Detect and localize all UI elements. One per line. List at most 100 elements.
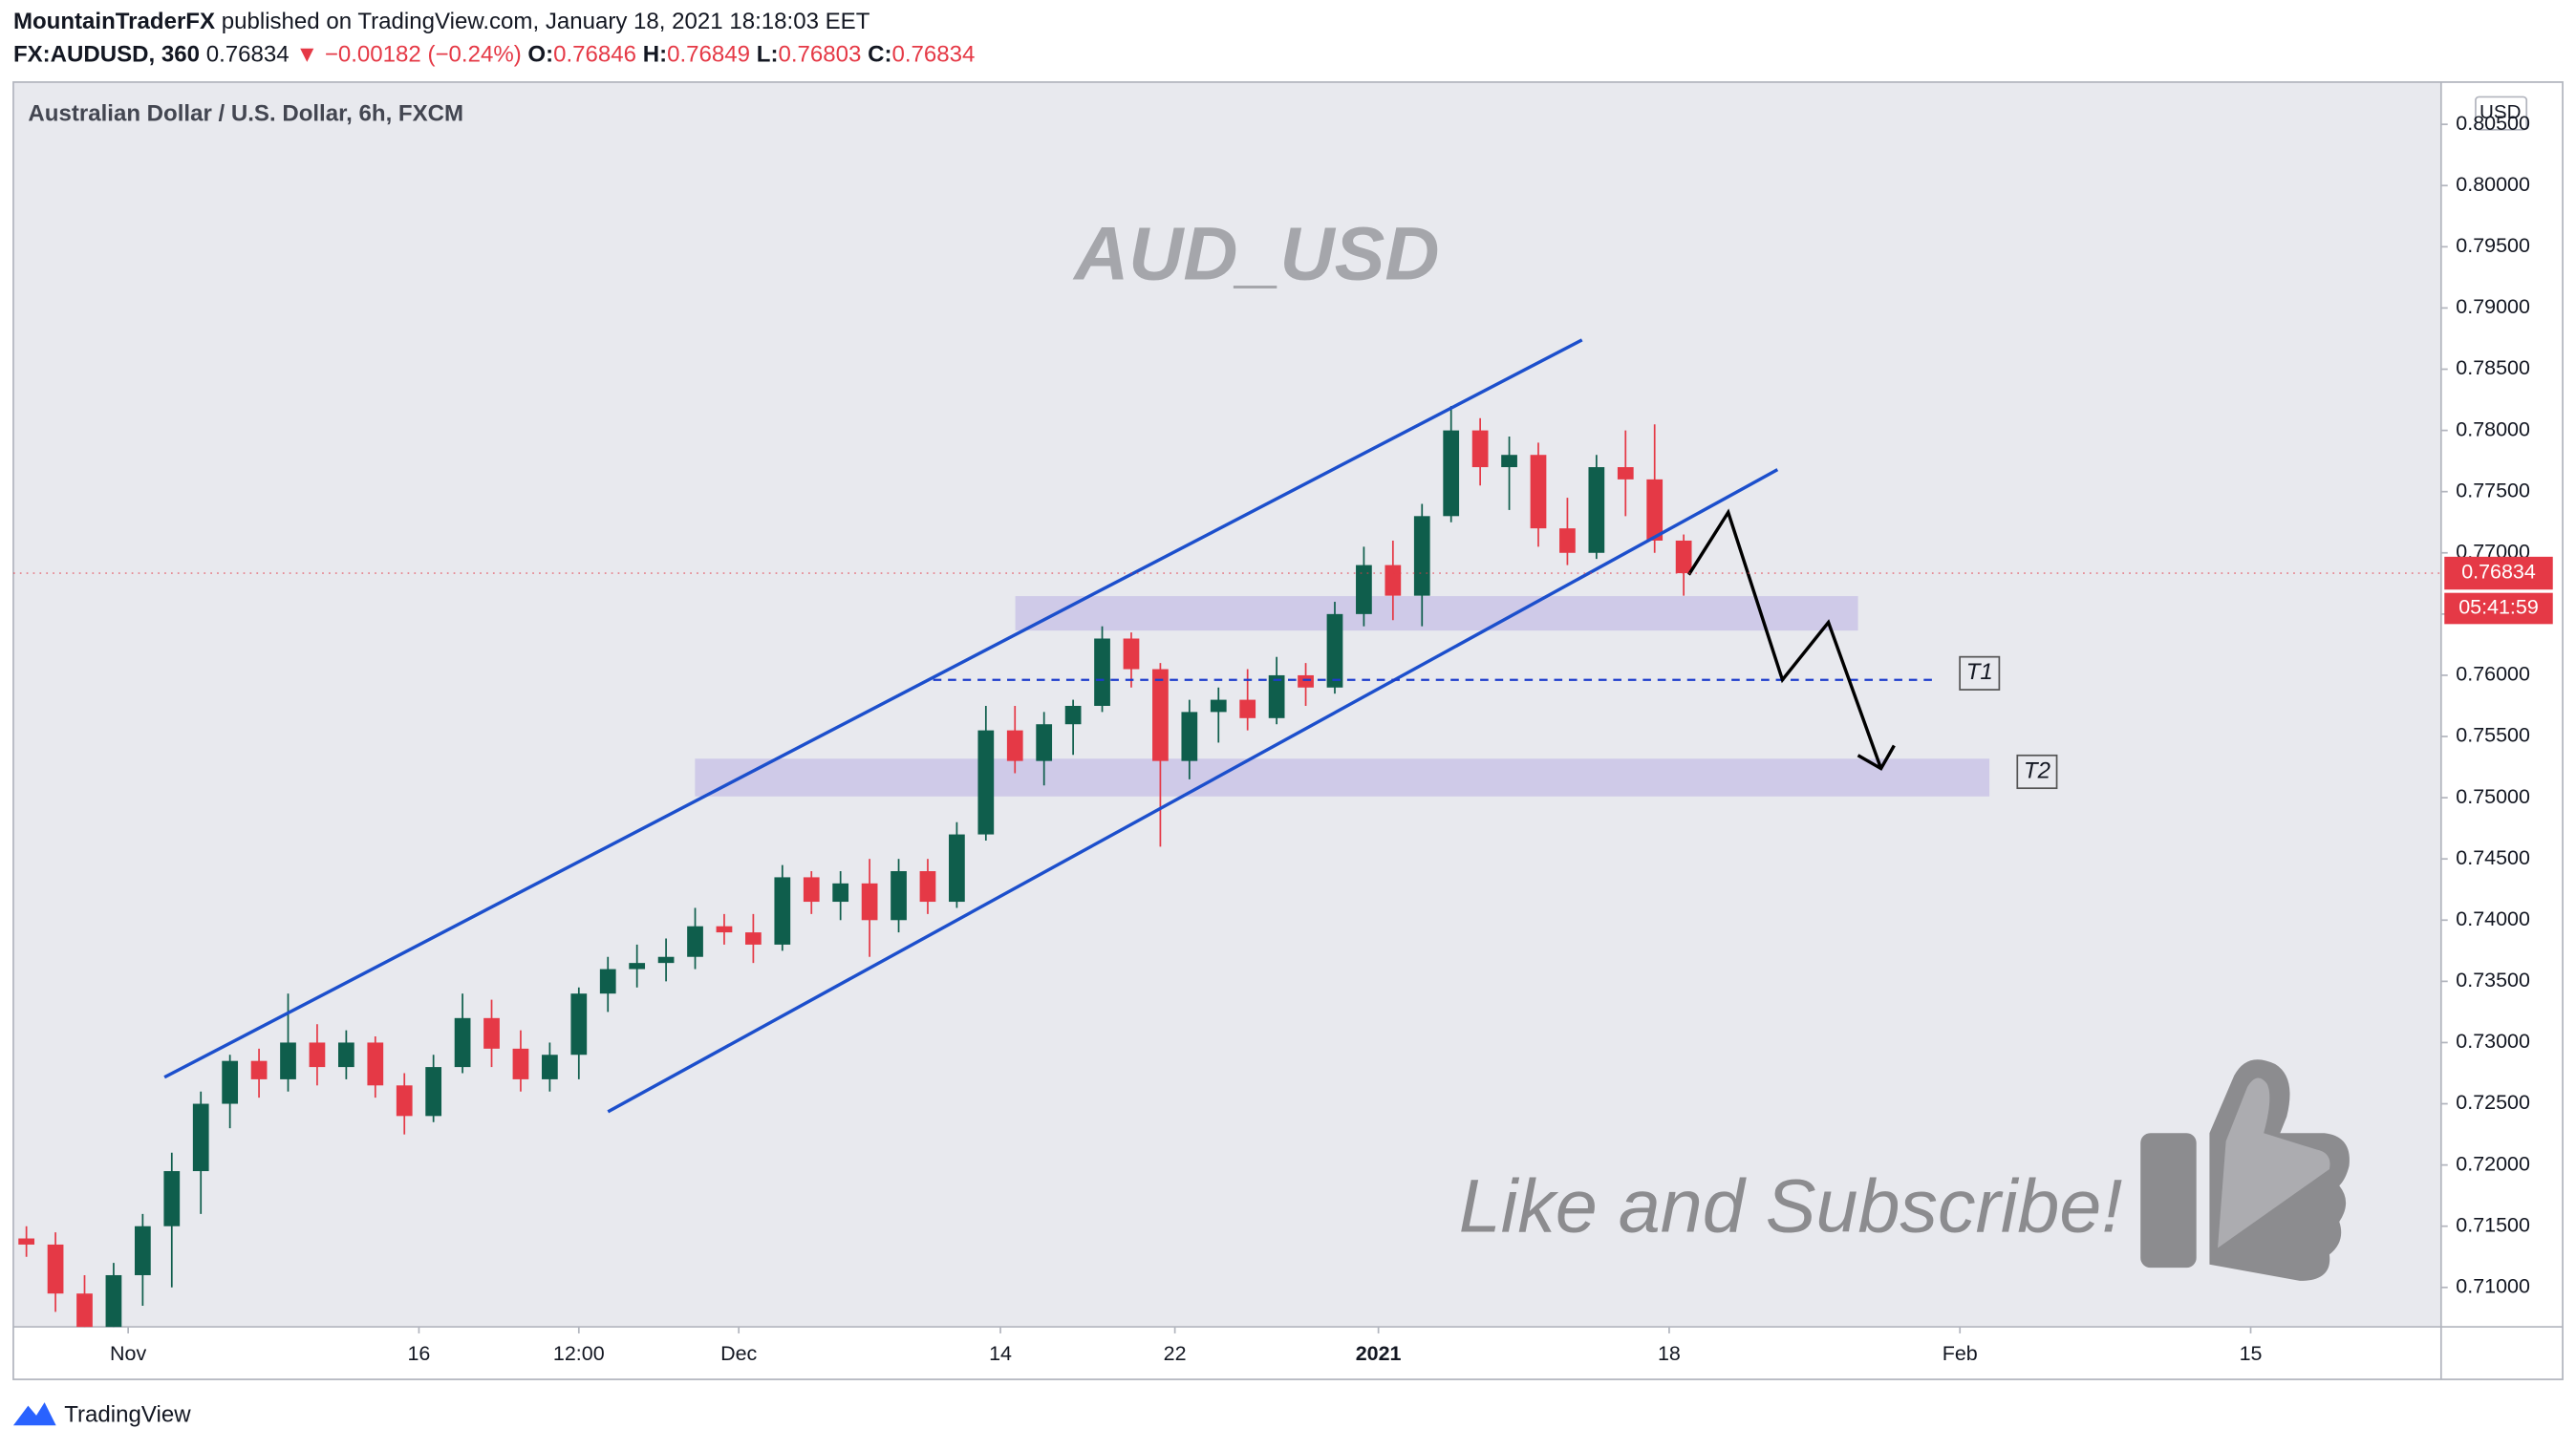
candle-body <box>1471 430 1489 468</box>
candle-body <box>222 1060 239 1104</box>
candle-body <box>1385 565 1402 596</box>
ohlc-label: C: <box>868 42 891 68</box>
candle-body <box>570 993 588 1056</box>
candle-body <box>1588 467 1605 553</box>
candle-body <box>1501 455 1517 468</box>
y-tick-label: 0.72500 <box>2456 1091 2530 1114</box>
y-tick-label: 0.73500 <box>2456 969 2530 992</box>
y-tick-label: 0.76000 <box>2456 663 2530 686</box>
candle-body <box>1443 430 1460 517</box>
candle-body <box>192 1103 209 1172</box>
x-tick-label: 18 <box>1658 1342 1681 1365</box>
candles <box>18 405 1692 1328</box>
ohlc-value: 0.76846 <box>553 42 636 68</box>
candle-body <box>629 963 646 970</box>
candle-body <box>338 1042 354 1068</box>
footer-logo: TradingView <box>12 1401 191 1427</box>
watermark: AUD_USD <box>1072 211 1439 296</box>
y-tick-label: 0.80500 <box>2456 112 2530 135</box>
candle-body <box>977 730 995 835</box>
resistance-zone <box>1015 596 1858 631</box>
candle-body <box>1152 669 1169 761</box>
support-zone <box>695 758 1990 797</box>
x-tick-label: 2021 <box>1356 1342 1402 1365</box>
candle-body <box>1123 638 1140 670</box>
candle-body <box>483 1017 500 1049</box>
candle-body <box>599 969 616 994</box>
thumb-wrist <box>2140 1133 2197 1269</box>
candle-body <box>280 1042 296 1079</box>
currency-box <box>2475 96 2528 131</box>
candle-body <box>309 1042 326 1068</box>
projection-path <box>1687 508 1883 770</box>
candle-body <box>163 1171 181 1226</box>
countdown-box <box>2444 592 2553 625</box>
symbol: FX:AUDUSD, 360 <box>13 42 200 68</box>
ohlc-label: O: <box>527 42 553 68</box>
y-tick-label: 0.80000 <box>2456 173 2530 196</box>
x-tick-label: 14 <box>989 1342 1012 1365</box>
ohlc-label: H: <box>643 42 667 68</box>
last-price-box <box>2444 556 2553 590</box>
candle-body <box>745 932 762 945</box>
candle-body <box>657 956 675 964</box>
x-tick-label: 12:00 <box>553 1342 605 1365</box>
candle-body <box>105 1274 122 1328</box>
header-line-1: MountainTraderFX published on TradingVie… <box>13 9 870 34</box>
candle-body <box>1559 528 1576 553</box>
candle-body <box>1210 699 1227 713</box>
footer-text: TradingView <box>64 1401 191 1427</box>
ohlc-label: L: <box>757 42 779 68</box>
candle-body <box>542 1055 558 1079</box>
y-tick-label: 0.79500 <box>2456 234 2530 257</box>
candle-body <box>1239 699 1256 718</box>
ohlc-value: 0.76849 <box>667 42 750 68</box>
candle-body <box>687 926 703 957</box>
header-line-2: FX:AUDUSD, 360 0.76834 ▼ −0.00182 (−0.24… <box>13 42 975 68</box>
change: ▼ −0.00182 (−0.24%) <box>295 42 521 68</box>
y-tick-label: 0.71500 <box>2456 1213 2530 1236</box>
projection-arrowhead <box>1857 744 1896 771</box>
thumb-shade <box>2218 1077 2330 1248</box>
annotation: Like and Subscribe! <box>1459 1163 2123 1248</box>
candle-body <box>891 871 907 921</box>
logo-mark <box>12 1402 56 1426</box>
candle-body <box>47 1244 64 1294</box>
ohlc-value: 0.76834 <box>891 42 975 68</box>
x-tick-label: Feb <box>1943 1342 1978 1365</box>
y-tick-label: 0.74000 <box>2456 907 2530 930</box>
candle-body <box>1006 730 1023 761</box>
candle-body <box>949 834 965 903</box>
target-box <box>1959 655 2001 691</box>
candle-body <box>1064 705 1082 725</box>
target-label: T1 <box>1966 659 1993 685</box>
candle-body <box>454 1017 471 1068</box>
candle-body <box>1326 613 1343 688</box>
candle-body <box>1094 638 1110 706</box>
price: 0.76834 <box>206 42 290 68</box>
y-tick-label: 0.75000 <box>2456 785 2530 808</box>
candle-body <box>919 871 936 903</box>
x-tick-label: 16 <box>407 1342 430 1365</box>
y-tick-label: 0.73000 <box>2456 1030 2530 1053</box>
target-label: T2 <box>2024 757 2051 783</box>
y-tick-label: 0.71000 <box>2456 1274 2530 1297</box>
author: MountainTraderFX <box>13 9 215 34</box>
countdown: 05:41:59 <box>2458 596 2539 619</box>
candle-body <box>1268 674 1285 718</box>
candle-body <box>1036 724 1053 761</box>
target-box <box>2016 754 2058 790</box>
y-tick-label: 0.72000 <box>2456 1152 2530 1175</box>
y-tick-label: 0.74500 <box>2456 846 2530 869</box>
x-tick-label: Nov <box>110 1342 146 1365</box>
plot-area <box>12 81 2441 1328</box>
candle-body <box>367 1042 384 1086</box>
candle-body <box>76 1293 93 1328</box>
candle-body <box>1356 565 1372 614</box>
candle-body <box>1617 467 1634 480</box>
candle-body <box>425 1067 442 1117</box>
candle-body <box>1181 712 1198 761</box>
candle-body <box>803 877 820 903</box>
frame <box>12 81 2564 1380</box>
